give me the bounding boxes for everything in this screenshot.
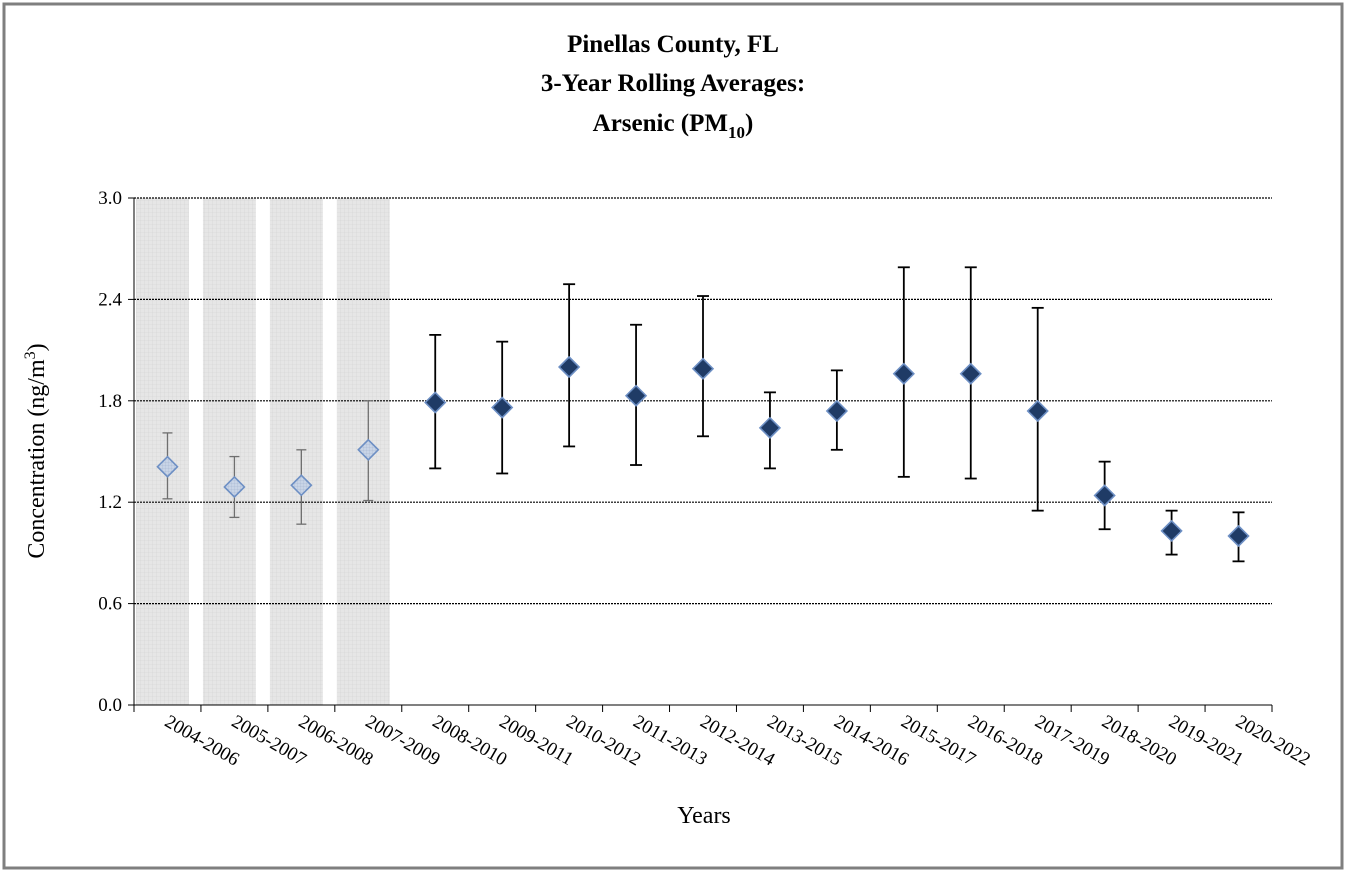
y-axis-label-superscript: 3	[22, 351, 39, 359]
chart-title-close: )	[745, 110, 753, 137]
y-tick-label: 1.2	[98, 492, 122, 513]
data-point-2007-2009	[357, 438, 380, 461]
data-point-2012-2014	[691, 357, 715, 380]
y-tick-labels: 0.0 0.6 1.2 1.8 2.4 3.0	[98, 188, 122, 716]
data-points	[156, 355, 1250, 548]
data-point-2013-2015	[758, 416, 782, 439]
y-tick-label: 0.0	[98, 695, 122, 716]
data-point-2020-2022	[1227, 524, 1250, 548]
shaded-period-backgrounds	[136, 198, 390, 705]
chart-title-line-1: Pinellas County, FL	[567, 31, 779, 58]
y-axis-label-text: Concentration (ng/m	[24, 359, 50, 559]
chart-title-line-2: 3-Year Rolling Averages:	[541, 70, 805, 97]
data-point-2008-2010	[424, 391, 447, 414]
shaded-background-2006-2008	[269, 198, 323, 705]
chart-title-pollutant: Arsenic (PM	[593, 110, 728, 137]
x-axis-label: Years	[677, 803, 731, 829]
data-point-2019-2021	[1160, 519, 1183, 543]
data-point-2018-2020	[1093, 484, 1116, 507]
data-point-2004-2006	[156, 455, 179, 478]
y-tick-label: 1.8	[98, 391, 122, 412]
data-point-2011-2013	[624, 384, 648, 407]
data-point-2017-2019	[1026, 399, 1049, 423]
y-axis-label: Concentration (ng/m3)	[22, 343, 50, 558]
chart-title-subscript: 10	[728, 123, 745, 142]
data-point-2016-2018	[959, 362, 982, 385]
data-point-2005-2007	[223, 475, 246, 499]
shaded-background-2005-2007	[202, 198, 256, 705]
y-tick-label: 2.4	[98, 289, 122, 310]
data-point-2015-2017	[892, 362, 915, 385]
axes	[128, 197, 1273, 712]
y-tick-label: 3.0	[98, 188, 122, 209]
chart-title-line-3: Arsenic (PM10)	[593, 110, 754, 142]
shaded-background-2004-2006	[136, 198, 189, 705]
data-point-2009-2011	[491, 396, 514, 419]
data-point-2006-2008	[290, 474, 313, 497]
data-point-2010-2012	[557, 355, 581, 379]
y-axis-label-close: )	[24, 343, 50, 351]
y-tick-label: 0.6	[98, 594, 122, 615]
data-point-2014-2016	[825, 399, 849, 423]
